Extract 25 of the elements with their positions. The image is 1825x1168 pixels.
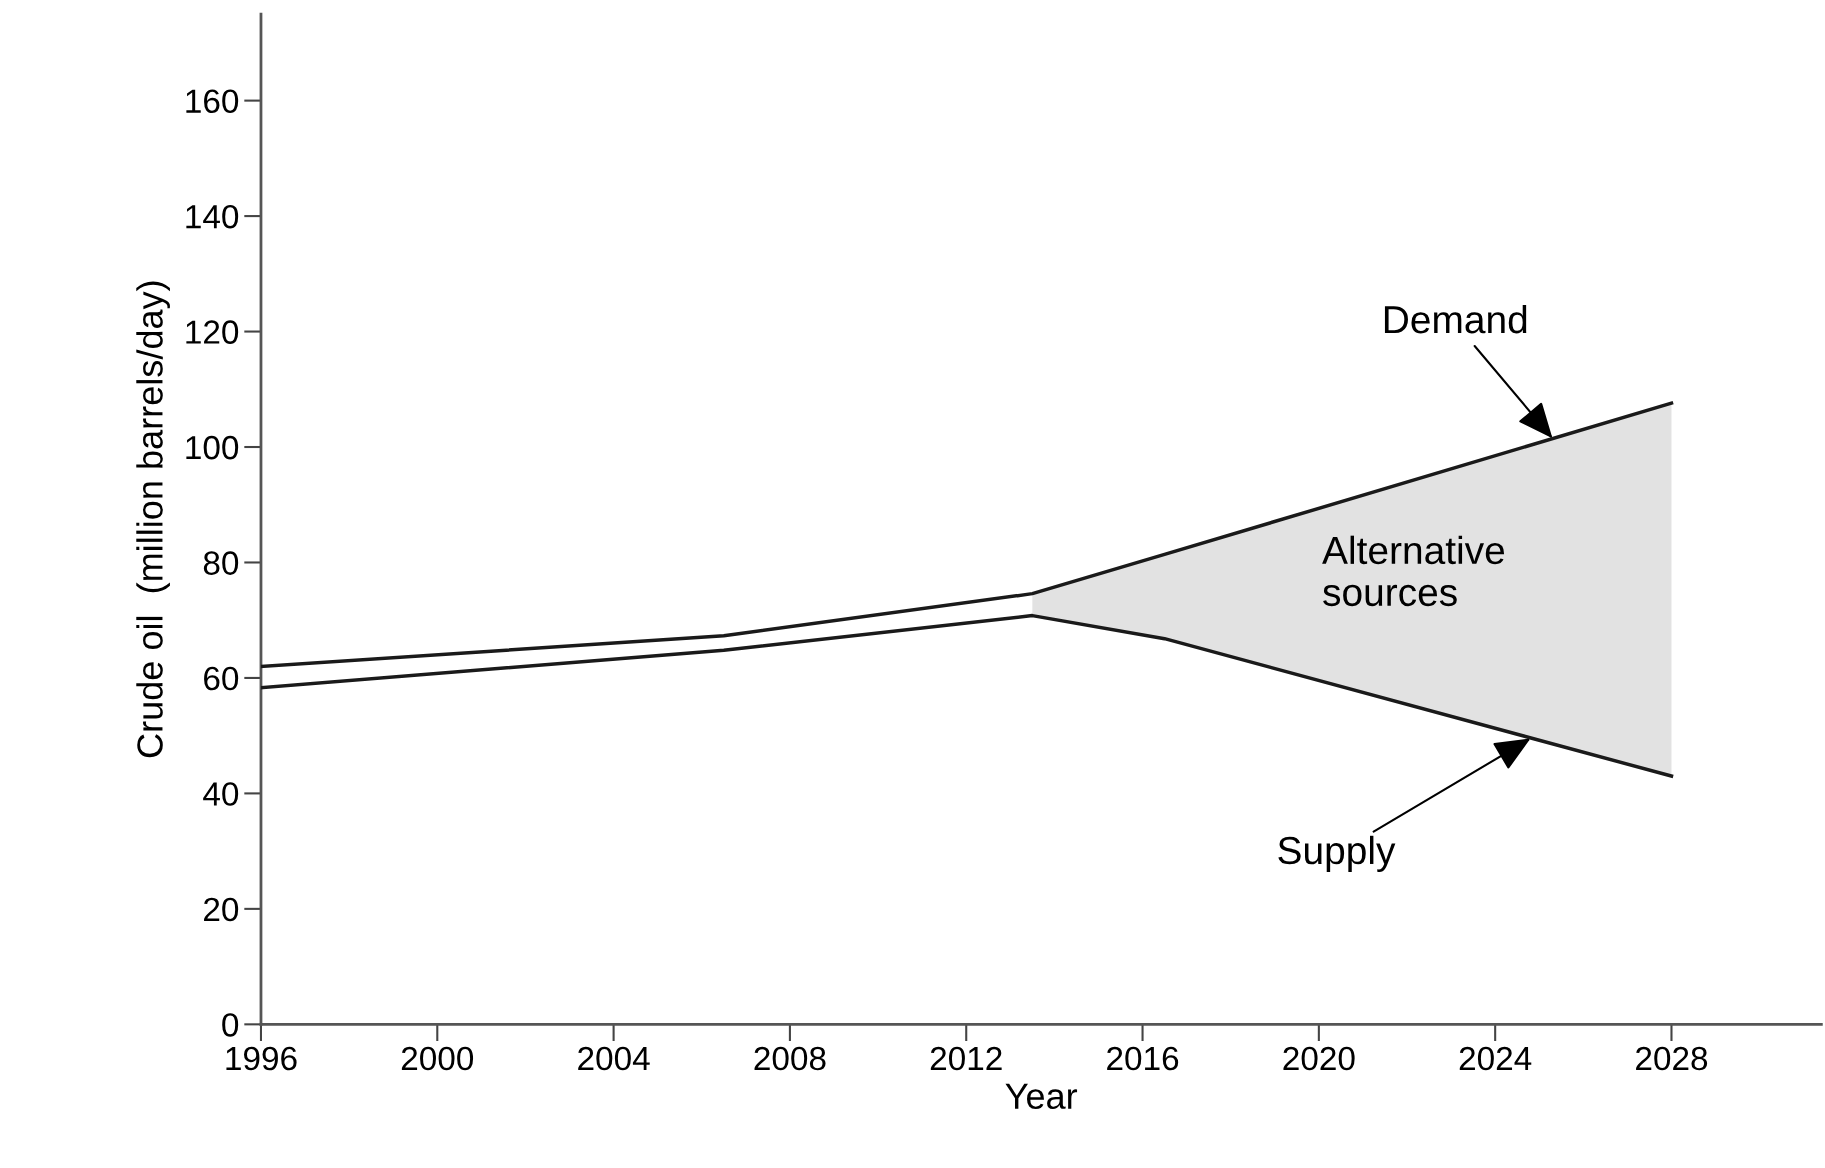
y-tick-label: 160	[186, 89, 239, 114]
x-tick-label: 2004	[578, 1046, 650, 1071]
x-tick-label: 2028	[1636, 1046, 1708, 1071]
y-tick-label: 80	[203, 551, 239, 575]
x-tick-label: 2012	[930, 1046, 1002, 1071]
line-series	[260, 613, 1674, 778]
annotation: Alternative sources	[1322, 535, 1505, 607]
x-tick-label: 2008	[754, 1046, 826, 1071]
x-tick-label: 1996	[226, 1046, 297, 1071]
x-tick-label: 2020	[1283, 1046, 1355, 1071]
y-tick-label: 140	[186, 204, 239, 229]
y-tick-label: 0	[222, 1013, 239, 1037]
y-tick-label: 120	[186, 320, 239, 344]
y-tick-label: 60	[204, 666, 239, 691]
x-axis-title: Year	[1005, 1083, 1078, 1110]
x-tick-label: 2024	[1459, 1046, 1532, 1071]
line-series	[260, 401, 1674, 669]
x-tick-label: 2016	[1107, 1046, 1179, 1071]
y-tick-label: 100	[186, 435, 239, 460]
annotation: Demand	[1384, 304, 1527, 334]
annotation: Supply	[1278, 835, 1396, 873]
y-tick-label: 20	[204, 897, 239, 922]
x-tick-label: 2000	[401, 1046, 474, 1071]
y-tick-label: 40	[203, 782, 239, 806]
y-axis-title: Crude oil (million barrels/day)	[136, 281, 170, 758]
